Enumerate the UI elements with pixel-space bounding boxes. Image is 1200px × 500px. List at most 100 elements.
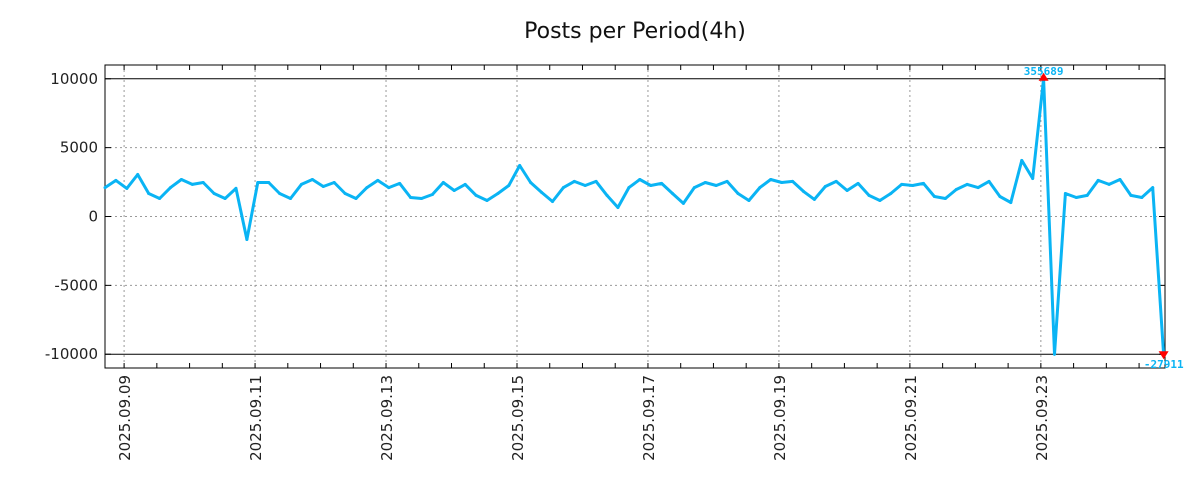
data-point bbox=[1085, 193, 1089, 197]
data-point bbox=[398, 181, 402, 185]
max-label: 355689 bbox=[1024, 65, 1064, 78]
y-tick-label: 0 bbox=[88, 208, 98, 226]
data-point bbox=[987, 179, 991, 183]
data-point bbox=[671, 191, 675, 195]
plot-frame bbox=[104, 64, 1166, 369]
data-point bbox=[583, 184, 587, 188]
data-point bbox=[769, 177, 773, 181]
data-point bbox=[572, 179, 576, 183]
data-point bbox=[725, 179, 729, 183]
data-point bbox=[289, 196, 293, 200]
data-point bbox=[387, 186, 391, 190]
annotations: 355689 -27911 bbox=[1024, 65, 1184, 371]
axes: 10000 5000 0 -5000 -10000 2025.09.09 2025.09.1… bbox=[45, 64, 1166, 461]
data-point bbox=[550, 199, 554, 203]
data-point bbox=[168, 186, 172, 190]
data-point bbox=[1009, 200, 1013, 204]
data-point bbox=[780, 180, 784, 184]
series-line bbox=[104, 77, 1166, 356]
max-marker bbox=[1038, 72, 1049, 81]
min-label: -27911 bbox=[1144, 358, 1184, 371]
data-point bbox=[703, 180, 707, 184]
data-point bbox=[1107, 182, 1111, 186]
x-tick-label: 2025.09.19 bbox=[771, 375, 789, 461]
data-point bbox=[103, 186, 107, 190]
x-tick-label: 2025.09.09 bbox=[116, 375, 134, 461]
x-tick-label: 2025.09.21 bbox=[902, 375, 920, 461]
min-marker bbox=[1158, 351, 1169, 360]
data-point bbox=[878, 199, 882, 203]
data-point bbox=[223, 196, 227, 200]
data-point bbox=[1129, 193, 1133, 197]
data-point bbox=[1074, 195, 1078, 199]
x-tick-label: 2025.09.13 bbox=[378, 375, 396, 461]
data-point bbox=[529, 180, 533, 184]
data-point bbox=[889, 191, 893, 195]
data-point bbox=[922, 181, 926, 185]
data-point bbox=[660, 181, 664, 185]
data-point bbox=[114, 178, 118, 182]
data-point bbox=[245, 238, 249, 242]
data-point bbox=[321, 184, 325, 188]
data-point bbox=[136, 172, 140, 176]
series bbox=[103, 77, 1166, 356]
x-tick-label: 2025.09.11 bbox=[247, 375, 265, 461]
data-point bbox=[823, 184, 827, 188]
data-point bbox=[540, 190, 544, 194]
data-point bbox=[692, 186, 696, 190]
data-point bbox=[354, 196, 358, 200]
data-point bbox=[507, 184, 511, 188]
data-point bbox=[147, 191, 151, 195]
data-point bbox=[834, 179, 838, 183]
data-point bbox=[430, 192, 434, 196]
data-point bbox=[365, 186, 369, 190]
data-point bbox=[736, 191, 740, 195]
data-point bbox=[496, 191, 500, 195]
x-tick-label: 2025.09.17 bbox=[640, 375, 658, 461]
data-point bbox=[1151, 186, 1155, 190]
data-point bbox=[332, 180, 336, 184]
data-point bbox=[201, 180, 205, 184]
data-point bbox=[943, 196, 947, 200]
data-point bbox=[812, 197, 816, 201]
data-point bbox=[125, 186, 129, 190]
data-point bbox=[452, 188, 456, 192]
data-point bbox=[616, 206, 620, 210]
y-tick-label: -10000 bbox=[45, 345, 98, 363]
data-point bbox=[190, 182, 194, 186]
data-point bbox=[267, 180, 271, 184]
data-point bbox=[1118, 177, 1122, 181]
data-point bbox=[441, 180, 445, 184]
data-point bbox=[234, 186, 238, 190]
data-point bbox=[998, 195, 1002, 199]
data-point bbox=[649, 184, 653, 188]
data-point bbox=[627, 186, 631, 190]
data-point bbox=[681, 201, 685, 205]
x-tick-label: 2025.09.23 bbox=[1033, 375, 1051, 461]
data-point bbox=[256, 180, 260, 184]
data-point bbox=[1031, 176, 1035, 180]
data-point bbox=[845, 188, 849, 192]
data-point bbox=[714, 184, 718, 188]
data-point bbox=[758, 186, 762, 190]
data-point bbox=[1140, 195, 1144, 199]
data-point bbox=[900, 182, 904, 186]
chart-title: Posts per Period(4h) bbox=[524, 19, 746, 44]
data-point bbox=[409, 195, 413, 199]
data-point bbox=[212, 191, 216, 195]
data-point bbox=[299, 182, 303, 186]
data-point bbox=[518, 164, 522, 168]
data-point bbox=[376, 178, 380, 182]
x-tick-label: 2025.09.15 bbox=[509, 375, 527, 461]
data-point bbox=[485, 199, 489, 203]
data-point bbox=[605, 193, 609, 197]
y-tick-label: 10000 bbox=[50, 70, 98, 88]
data-point bbox=[1096, 178, 1100, 182]
data-point bbox=[638, 177, 642, 181]
y-tick-label: -5000 bbox=[54, 276, 98, 294]
data-point bbox=[561, 186, 565, 190]
data-point bbox=[867, 193, 871, 197]
data-point bbox=[1063, 191, 1067, 195]
data-point bbox=[179, 177, 183, 181]
